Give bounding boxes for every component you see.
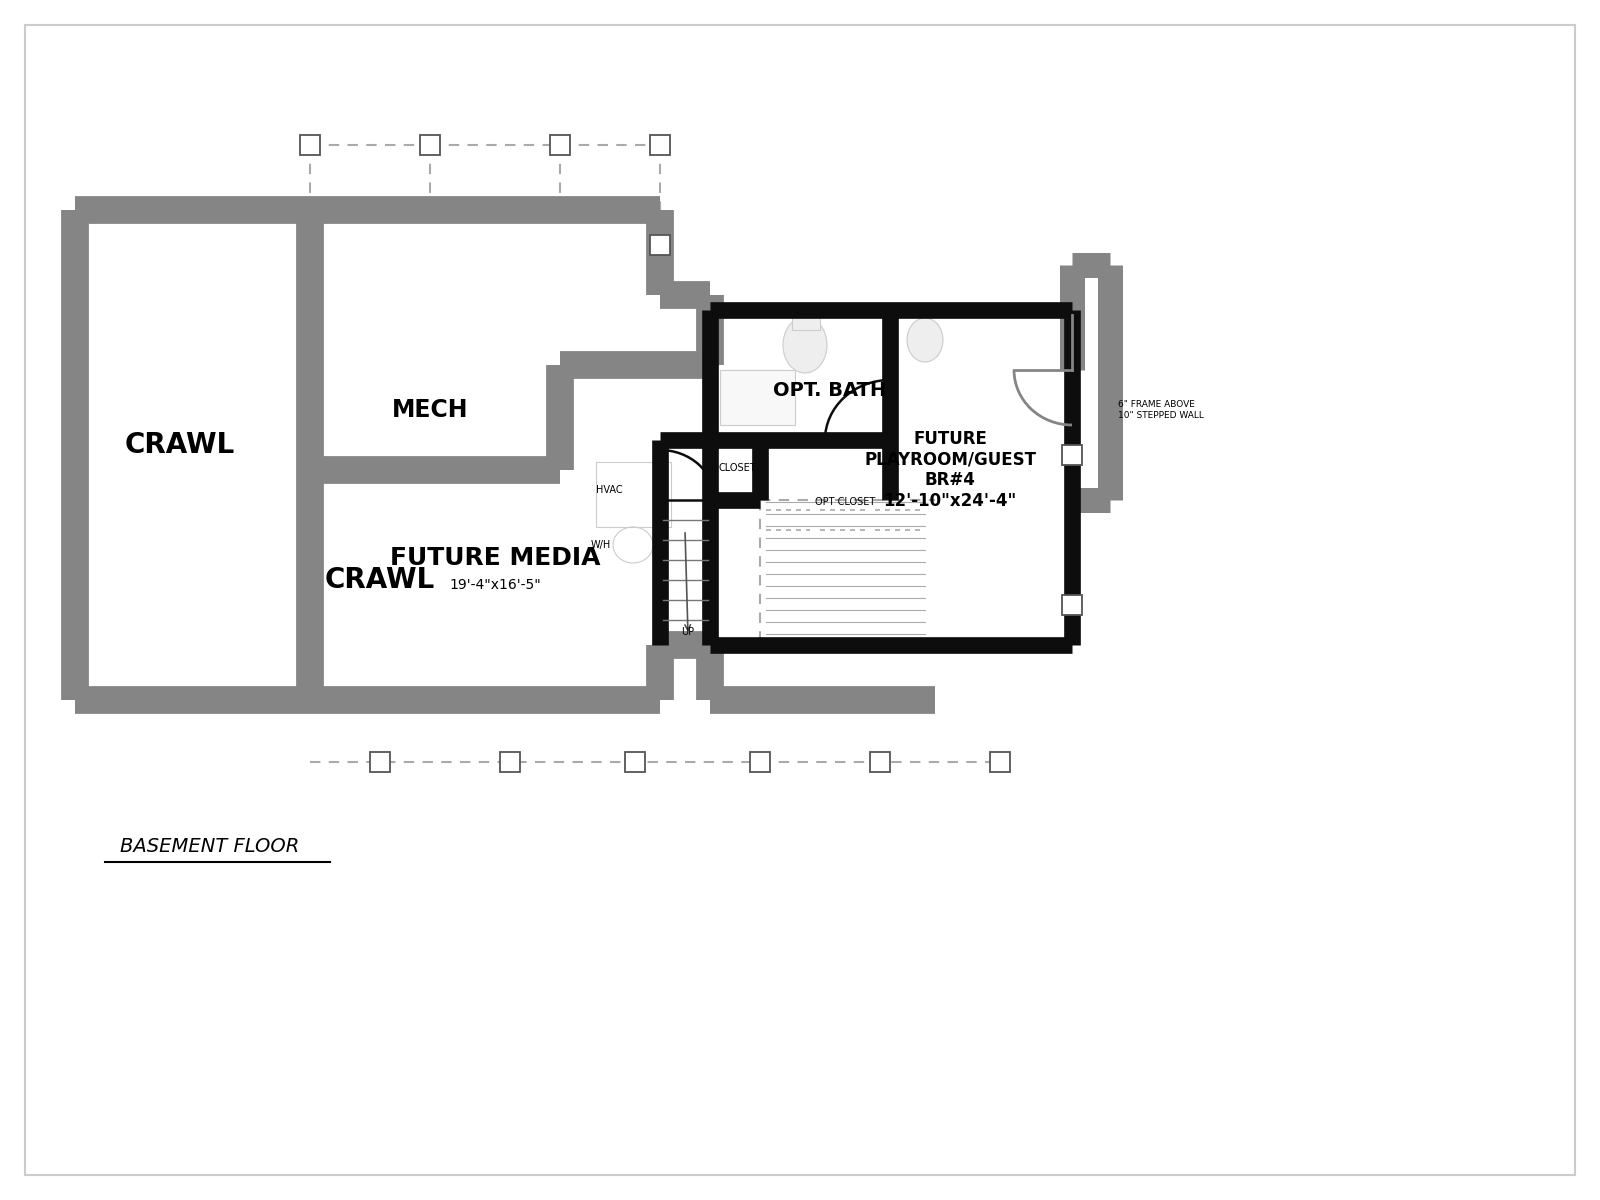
Text: FUTURE MEDIA: FUTURE MEDIA <box>390 546 600 570</box>
Text: 19'-4"x16'-5": 19'-4"x16'-5" <box>450 578 541 592</box>
Bar <box>870 752 890 772</box>
Text: CRAWL: CRAWL <box>325 566 435 594</box>
Text: W/H: W/H <box>590 540 611 550</box>
Bar <box>499 752 520 772</box>
Bar <box>720 370 795 425</box>
Text: MECH: MECH <box>392 398 469 422</box>
Bar <box>550 134 570 155</box>
Bar <box>419 134 440 155</box>
Text: 6" FRAME ABOVE
10" STEPPED WALL: 6" FRAME ABOVE 10" STEPPED WALL <box>1118 401 1203 420</box>
Text: OPT CLOSET: OPT CLOSET <box>814 497 875 506</box>
Text: CLOSET: CLOSET <box>718 463 755 473</box>
Bar <box>595 462 670 527</box>
Ellipse shape <box>907 318 942 362</box>
Bar <box>792 312 819 330</box>
Text: BASEMENT FLOOR: BASEMENT FLOOR <box>120 836 299 856</box>
Ellipse shape <box>782 317 827 373</box>
Text: FUTURE
PLAYROOM/GUEST
BR#4
12'-10"x24'-4": FUTURE PLAYROOM/GUEST BR#4 12'-10"x24'-4… <box>864 430 1037 510</box>
Bar <box>650 235 670 254</box>
Bar <box>1062 445 1082 464</box>
Bar <box>990 752 1010 772</box>
Bar <box>650 134 670 155</box>
Bar <box>750 752 770 772</box>
Text: OPT. BATH: OPT. BATH <box>773 380 886 400</box>
Text: UP: UP <box>682 626 694 637</box>
Bar <box>370 752 390 772</box>
Bar <box>301 134 320 155</box>
Text: HVAC: HVAC <box>595 485 622 494</box>
Bar <box>626 752 645 772</box>
Bar <box>1062 595 1082 614</box>
Text: CRAWL: CRAWL <box>125 431 235 458</box>
